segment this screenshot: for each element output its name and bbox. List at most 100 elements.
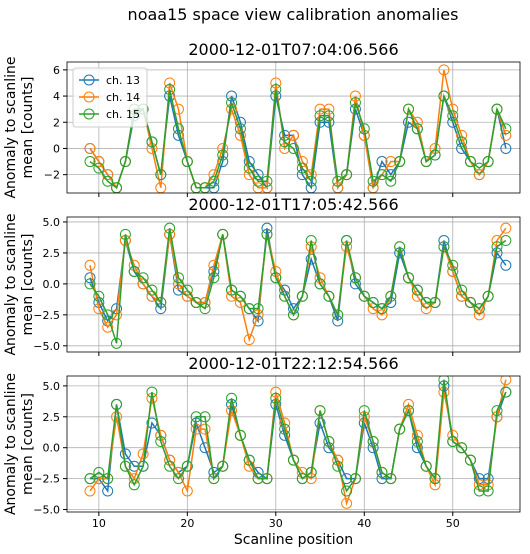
point <box>349 97 361 109</box>
point <box>199 423 211 435</box>
point <box>279 290 291 302</box>
point <box>367 296 379 308</box>
legend-label: ch. 14 <box>106 91 140 104</box>
point <box>491 405 503 417</box>
point <box>93 473 105 485</box>
point <box>394 423 406 435</box>
point <box>84 485 96 497</box>
y-tick-label: −5.0 <box>33 340 60 353</box>
point <box>438 90 450 102</box>
point <box>296 162 308 174</box>
point <box>314 110 326 122</box>
point <box>93 466 105 478</box>
panel-title: 2000-12-01T22:12:54.566 <box>188 354 398 373</box>
plot-area <box>84 64 512 193</box>
point <box>119 228 131 240</box>
point <box>429 296 441 308</box>
series-line <box>89 89 507 189</box>
y-axis-label: Anomaly to scanline <box>3 56 19 198</box>
point <box>456 136 468 148</box>
point <box>93 290 105 302</box>
y-tick-label: 0 <box>53 142 60 155</box>
point <box>332 175 344 187</box>
point <box>226 97 238 109</box>
legend: ch. 13 ch. 14 ch. 15 <box>72 67 148 128</box>
point <box>358 405 370 417</box>
x-tick-label: 10 <box>92 517 106 530</box>
point <box>270 84 282 96</box>
point <box>420 296 432 308</box>
point <box>84 259 96 271</box>
point <box>438 64 450 76</box>
point <box>288 142 299 154</box>
point <box>367 303 379 315</box>
plot-area <box>84 222 512 349</box>
point <box>102 175 114 187</box>
point <box>93 162 105 174</box>
point <box>279 136 291 148</box>
point <box>164 77 176 89</box>
point <box>243 454 255 466</box>
point <box>500 235 512 247</box>
point <box>208 175 220 187</box>
figure-title: noaa15 space view calibration anomalies <box>128 5 459 24</box>
point <box>305 253 317 265</box>
panel-title: 2000-12-01T07:04:06.566 <box>188 40 398 59</box>
point <box>420 460 432 472</box>
point <box>473 162 485 174</box>
point <box>102 485 114 497</box>
point <box>376 169 388 181</box>
point <box>181 156 193 168</box>
point <box>288 309 299 321</box>
point <box>305 175 317 187</box>
point <box>464 454 476 466</box>
point <box>464 296 476 308</box>
point <box>128 265 140 277</box>
point <box>323 110 335 122</box>
point <box>420 156 432 168</box>
point <box>305 235 317 247</box>
legend-box <box>72 67 148 128</box>
point <box>226 290 238 302</box>
point <box>403 103 415 115</box>
point <box>376 466 388 478</box>
point <box>385 290 397 302</box>
point <box>164 222 176 234</box>
point <box>349 90 361 102</box>
point <box>181 485 193 497</box>
point <box>190 296 202 308</box>
point <box>226 284 238 296</box>
point <box>341 169 353 181</box>
point <box>447 259 459 271</box>
x-tick-label: 30 <box>269 517 283 530</box>
point <box>491 235 503 247</box>
point <box>323 436 335 448</box>
point <box>296 290 308 302</box>
point <box>314 405 326 417</box>
y-axis-label: mean [counts] <box>20 77 36 179</box>
y-tick-label: 4 <box>53 90 60 103</box>
y-tick-label: 5.0 <box>43 380 61 393</box>
point <box>314 417 326 429</box>
point <box>243 334 255 346</box>
x-tick-label: 50 <box>446 517 460 530</box>
point <box>199 411 211 423</box>
point <box>172 272 184 284</box>
point <box>376 309 388 321</box>
point <box>261 175 273 187</box>
point <box>403 405 415 417</box>
axes-frame <box>66 375 521 513</box>
point <box>208 259 220 271</box>
point <box>270 77 282 89</box>
point <box>473 485 485 497</box>
point <box>102 321 114 333</box>
point <box>226 90 238 102</box>
point <box>464 156 476 168</box>
point <box>385 473 397 485</box>
point <box>181 460 193 472</box>
point <box>155 296 167 308</box>
point <box>217 228 229 240</box>
point <box>279 142 291 154</box>
y-tick-label: 2.5 <box>43 411 61 424</box>
point <box>84 278 96 290</box>
